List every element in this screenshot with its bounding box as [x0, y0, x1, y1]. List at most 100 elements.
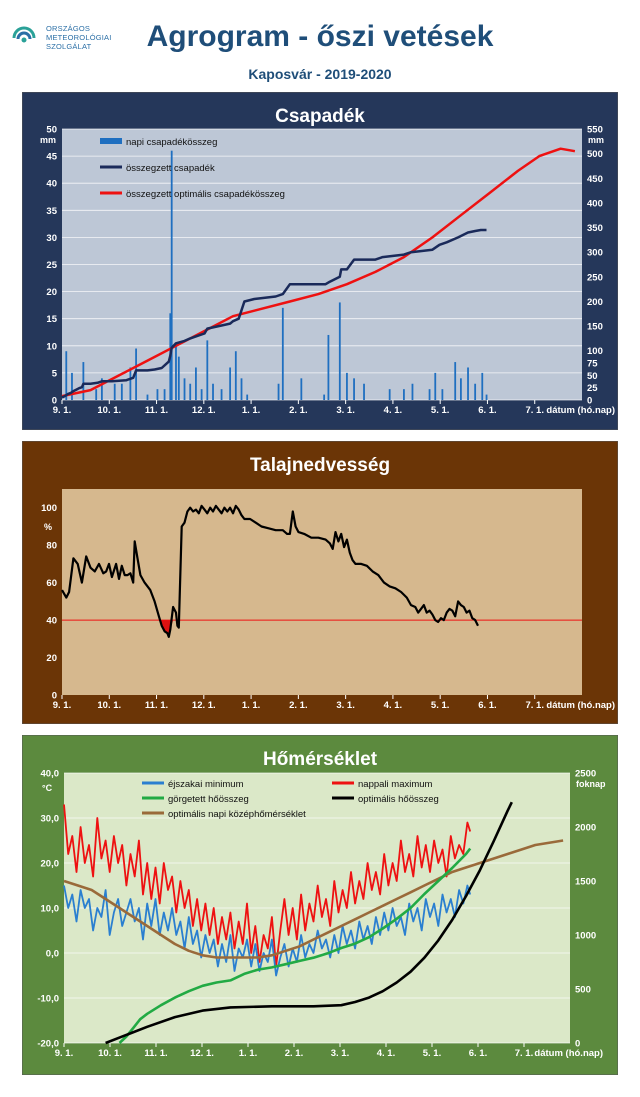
daily-rain-bar [403, 389, 405, 400]
daily-rain-bar [428, 389, 431, 400]
y-tick-label-right: 75 [587, 359, 598, 370]
y-axis-label-right: mm [588, 135, 604, 145]
daily-rain-bar [485, 394, 488, 400]
x-tick-label: 12. 1. [190, 1048, 214, 1059]
daily-rain-bar [353, 378, 355, 400]
y-tick-label-left: 20,0 [41, 859, 60, 870]
daily-max-line [63, 804, 472, 968]
y-tick-label-left: 50 [46, 125, 57, 136]
x-tick-label: 5. 1. [431, 700, 450, 711]
y-tick-label-right: 300 [587, 248, 603, 259]
panel-rain-svg: Csapadék05101520253035404550025507510015… [22, 92, 618, 430]
daily-rain-bar [327, 334, 330, 400]
y-tick-label-right: 350 [587, 223, 603, 234]
temperature-chart-panel: Hőmérséklet -20,0 -10,0 0,0 10,0 20,0 30,0 40,0… [22, 735, 618, 1075]
panel-temp-svg: Hőmérséklet -20,0 -10,0 0,0 10,0 20,0 30,0 40,0… [22, 735, 618, 1075]
y-tick-label-right: 150 [587, 322, 603, 333]
precipitation-chart-panel: Csapadék 0 5 10 15 20 25 30 35 40 45 50 0 25 50 75 100 15… [22, 92, 618, 430]
x-tick-label: 1. 1. [242, 405, 261, 416]
y-tick-label-left: 30,0 [41, 814, 60, 825]
daily-rain-bar [65, 351, 68, 400]
x-tick-label: 10. 1. [97, 700, 121, 711]
x-tick-label: 5. 1. [431, 405, 450, 416]
daily-rain-bar [175, 345, 177, 400]
x-tick-label: 11. 1. [145, 405, 168, 416]
daily-rain-bar [220, 389, 223, 400]
optimal-heat-sum-line [105, 801, 513, 1045]
y-tick-label-left: -20,0 [37, 1039, 59, 1050]
rolling-heat-sum-line [118, 847, 472, 1044]
x-tick-label: 7. 1. [525, 405, 544, 416]
soil-moisture-line [61, 504, 479, 638]
omsz-logo: ORSZÁGOS METEOROLÓGIAI SZOLGÁLAT [10, 24, 130, 56]
daily-rain-bar [481, 372, 484, 400]
page-header: ORSZÁGOS METEOROLÓGIAI SZOLGÁLAT Agrogra… [0, 0, 640, 88]
x-tick-label: 2. 1. [289, 405, 308, 416]
y-tick-label-left: 100 [41, 503, 57, 514]
y-tick-label-right: 25 [587, 383, 598, 394]
x-tick-label: 3. 1. [336, 405, 355, 416]
daily-rain-bar [95, 389, 98, 400]
x-tick-label: 4. 1. [384, 405, 403, 416]
y-tick-label-right: 1500 [575, 877, 596, 888]
x-tick-label: 9. 1. [53, 700, 72, 711]
daily-rain-bar [434, 372, 437, 400]
y-tick-label-right: 0 [587, 396, 592, 407]
legend-label: optimális napi középhőmérséklet [168, 809, 306, 820]
y-axis-label: % [44, 522, 52, 532]
y-tick-label-left: 10 [46, 341, 57, 352]
x-tick-label: 7. 1. [515, 1048, 534, 1059]
x-tick-label: 3. 1. [331, 1048, 350, 1059]
logo-line-1: ORSZÁGOS [46, 24, 91, 33]
y-tick-label-right: 450 [587, 174, 603, 185]
legend-label: összegzett optimális csapadékösszeg [126, 189, 285, 200]
y-tick-label-right: 400 [587, 198, 603, 209]
daily-rain-bar [120, 383, 123, 400]
daily-rain-bar [246, 394, 249, 400]
daily-rain-bar [189, 383, 192, 400]
x-tick-label: 5. 1. [423, 1048, 442, 1059]
x-tick-label: 12. 1. [192, 405, 216, 416]
nightly-min-line [63, 884, 472, 977]
chart-title: Talajnedvesség [250, 455, 390, 476]
daily-rain-bar [146, 394, 149, 400]
soil-moisture-chart-panel: Talajnedvesség 0 20 40 60 80 100% 9. 1. 10. 1. 11… [22, 441, 618, 724]
y-tick-label-right: 50 [587, 371, 598, 382]
y-tick-label-right: 1000 [575, 931, 596, 942]
daily-rain-bar [177, 356, 180, 400]
x-tick-label: 11. 1. [144, 1048, 167, 1059]
y-tick-label-left: -10,0 [37, 994, 59, 1005]
daily-rain-bar [474, 383, 477, 400]
x-tick-label: 10. 1. [97, 405, 121, 416]
daily-rain-bar [323, 394, 326, 400]
daily-rain-bar [277, 383, 280, 400]
x-axis-label: dátum (hó.nap) [546, 700, 615, 711]
daily-rain-bar [411, 383, 414, 400]
y-tick-label-right: 500 [575, 985, 591, 996]
daily-rain-bar [163, 389, 166, 400]
y-tick-label-right: 2500 [575, 769, 596, 780]
x-tick-label: 10. 1. [98, 1048, 122, 1059]
omsz-logo-icon [12, 26, 36, 43]
y-tick-label-left: 40 [46, 179, 57, 190]
x-tick-label: 6. 1. [478, 700, 497, 711]
daily-rain-bar [467, 367, 469, 400]
x-tick-label: 1. 1. [239, 1048, 258, 1059]
daily-rain-bar [170, 150, 173, 400]
y-tick-label-left: 30 [46, 233, 57, 244]
y-tick-label-left: 40 [46, 616, 57, 627]
daily-rain-bar [229, 367, 232, 400]
daily-rain-bar [234, 351, 237, 400]
x-tick-label: 2. 1. [285, 1048, 304, 1059]
x-tick-label: 9. 1. [53, 405, 72, 416]
y-axis-label-left: mm [40, 135, 56, 145]
x-tick-label: 9. 1. [55, 1048, 74, 1059]
daily-rain-bar [454, 362, 457, 400]
y-tick-label-right: 250 [587, 272, 603, 283]
legend-swatch [100, 138, 122, 144]
y-tick-label-left: 35 [46, 206, 57, 217]
y-tick-label-left: 20 [46, 287, 57, 298]
chart-title: Hőmérséklet [263, 749, 378, 770]
legend-label: éjszakai minimum [168, 779, 244, 790]
plot-area [62, 489, 582, 695]
